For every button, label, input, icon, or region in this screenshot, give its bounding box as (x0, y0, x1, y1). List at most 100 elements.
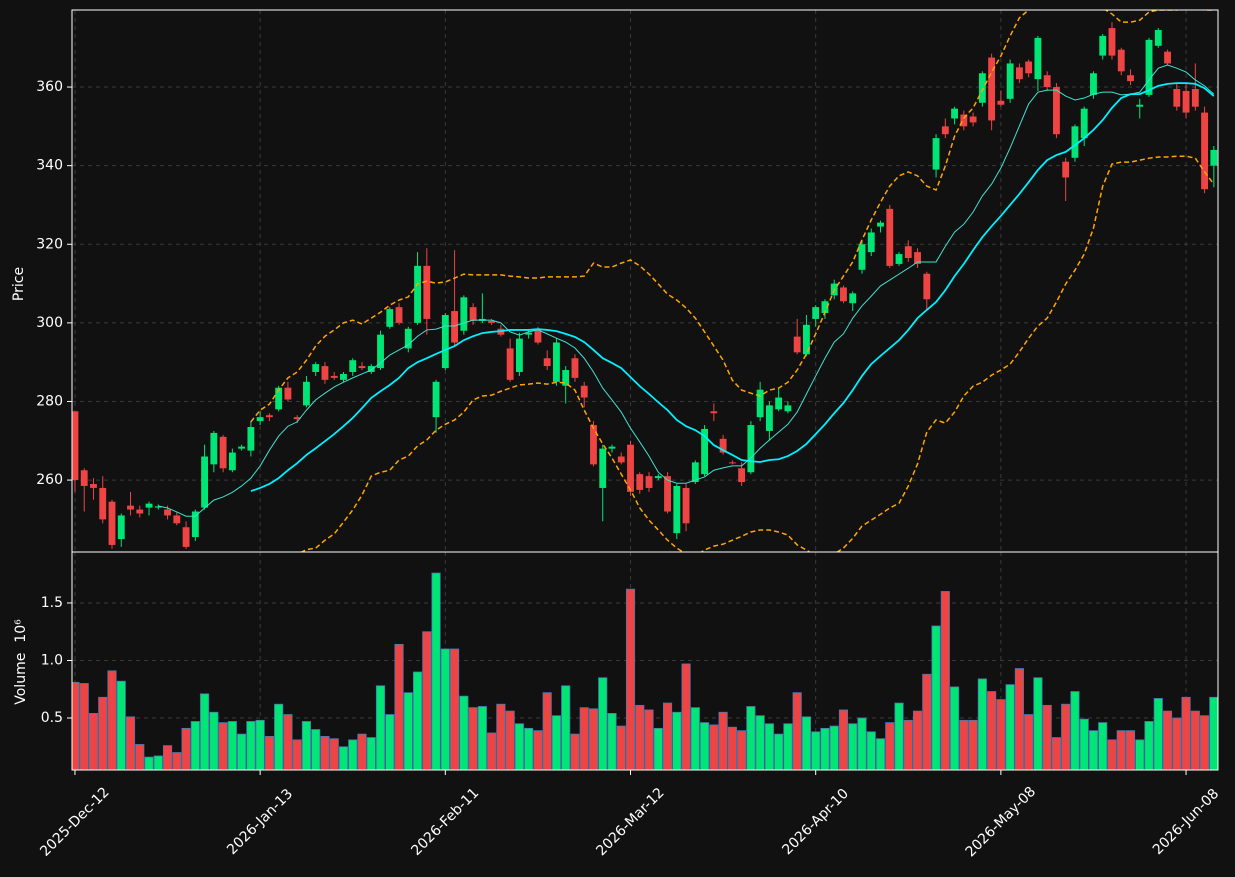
candle-body (756, 389, 764, 418)
price-panel (72, 10, 1218, 552)
volume-bar (524, 727, 534, 770)
volume-bar (885, 722, 895, 770)
volume-bar (79, 683, 89, 770)
y-tick-label: 280 (36, 393, 63, 409)
volume-bar (72, 681, 80, 770)
candle-body (321, 366, 329, 380)
volume-bar (107, 670, 117, 770)
volume-bar (996, 699, 1006, 770)
volume-bar (181, 727, 191, 770)
candle-body (414, 265, 421, 323)
volume-bar (1200, 715, 1210, 770)
volume-bar (218, 722, 228, 770)
candle-body (867, 232, 875, 253)
candle-body (590, 425, 597, 465)
candle-body (1043, 75, 1051, 88)
volume-bar (866, 731, 876, 770)
volume-bar (403, 692, 413, 770)
candle-body (1136, 104, 1144, 107)
candle-body (265, 415, 273, 418)
candle-body (358, 366, 366, 369)
candle-body (932, 138, 940, 170)
volume-bar (968, 719, 978, 770)
candle-body (951, 108, 959, 119)
volume-bar (662, 702, 673, 770)
volume-axis-label: Volume 10⁶ (13, 619, 29, 705)
candle-body (488, 320, 496, 323)
candle-body (728, 462, 736, 464)
volume-bar (468, 707, 478, 770)
candle-body (617, 456, 625, 463)
candle-body (238, 446, 246, 449)
volume-tick-label: 1.0 (41, 652, 63, 668)
candle-body (793, 336, 801, 353)
volume-bar (283, 714, 293, 770)
volume-bar (977, 678, 987, 770)
volume-bar (570, 733, 580, 770)
volume-bar (190, 721, 200, 770)
volume-bar (644, 709, 654, 770)
volume-bar (1079, 718, 1089, 770)
candle-body (988, 57, 996, 121)
volume-bar (588, 708, 599, 770)
volume-bar (116, 680, 126, 770)
volume-bar (338, 746, 349, 770)
volume-bar (153, 755, 163, 770)
volume-bar (477, 706, 487, 770)
volume-bar (700, 722, 710, 770)
candle-body (90, 484, 97, 488)
candle-body (1090, 73, 1097, 95)
volume-bar (227, 721, 237, 770)
volume-bar (1070, 691, 1080, 770)
candle-body (1071, 126, 1079, 158)
volume-bar (264, 736, 274, 770)
volume-bar (1033, 677, 1043, 770)
candle-body (534, 328, 542, 343)
volume-bar (514, 723, 524, 770)
candle-body (821, 301, 829, 314)
candle-body (367, 366, 375, 372)
volume-bar (912, 710, 923, 770)
candle-body (1145, 39, 1153, 95)
candle-body (553, 342, 560, 382)
volume-bar (764, 723, 774, 770)
candle-body (571, 358, 579, 378)
candle-body (210, 432, 218, 465)
candle-body (978, 73, 986, 103)
candle-body (1015, 67, 1023, 80)
volume-bar (848, 723, 858, 770)
volume-bar (690, 707, 700, 770)
volume-bar (894, 702, 904, 770)
volume-bar (616, 725, 626, 770)
volume-bar (459, 695, 469, 770)
volume-bar (672, 711, 682, 770)
y-axis-label: Price (11, 267, 27, 301)
volume-bar (635, 704, 645, 770)
candle-body (840, 287, 847, 302)
volume-bar (394, 643, 404, 770)
volume-bar (255, 719, 265, 770)
candle-body (108, 501, 116, 545)
candle-body (645, 476, 653, 488)
candle-body (303, 381, 310, 406)
y-tick-label: 260 (36, 472, 63, 488)
candle-body (812, 307, 820, 319)
volume-bar (320, 736, 330, 770)
volume-bar (1181, 696, 1191, 770)
candle-body (969, 116, 977, 123)
volume-bar (1024, 714, 1034, 770)
candle-body (506, 348, 514, 380)
y-tick-label: 320 (36, 236, 63, 252)
indicator-line (158, 64, 1215, 517)
volume-bar (357, 733, 367, 770)
volume-bar (903, 719, 913, 770)
volume-bar (737, 730, 747, 770)
candle-body (136, 509, 144, 514)
volume-bar (292, 739, 302, 770)
volume-bar (801, 716, 811, 770)
volume-bar (727, 726, 737, 770)
y-tick-label: 360 (36, 79, 63, 95)
volume-tick-label: 1.5 (41, 595, 63, 611)
candle-body (340, 373, 347, 380)
